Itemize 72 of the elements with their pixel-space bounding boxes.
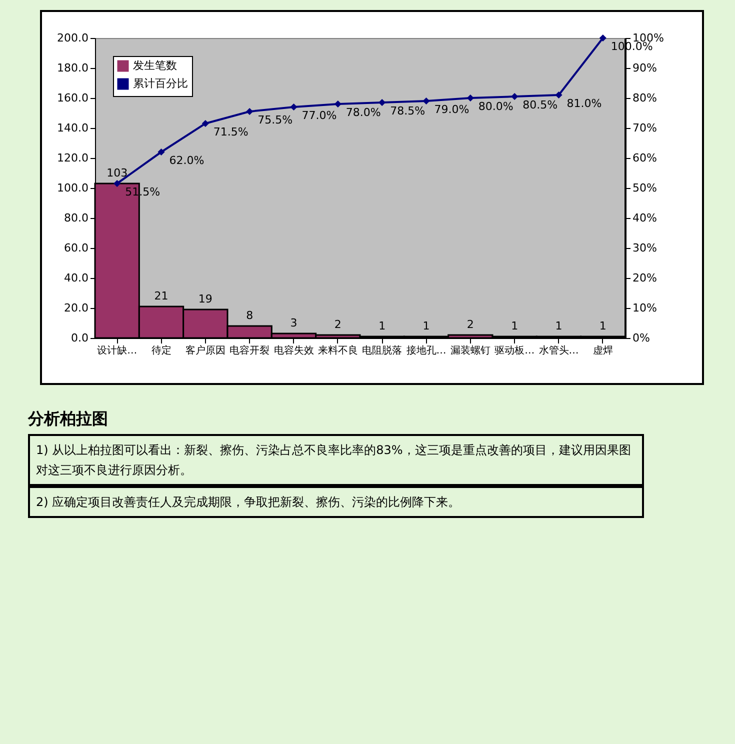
point — [422, 97, 430, 105]
data-label: 2 — [466, 318, 474, 331]
y-tick-label: 40.0 — [64, 272, 88, 284]
y-tick-label: 60.0 — [64, 242, 88, 254]
data-label: 103 — [106, 166, 128, 180]
y-tick-label: 180.0 — [57, 62, 88, 74]
y-tick-label: 20.0 — [64, 302, 88, 314]
data-label: 1 — [511, 320, 518, 332]
point — [290, 103, 298, 111]
text: 2) 应确定项目改善责任人及完成期限，争取把新裂、擦伤、污染的比例降下来。 — [28, 486, 644, 518]
data-label: 81.0% — [566, 97, 602, 110]
data-label: 1 — [422, 320, 430, 332]
data-label: 75.5% — [258, 114, 293, 126]
data-label: 79.0% — [434, 103, 470, 116]
y-tick-label: 0.0 — [71, 332, 88, 344]
data-label: 71.5% — [213, 126, 248, 138]
point — [511, 92, 518, 100]
data-label: 62.0% — [169, 154, 204, 167]
y2-tick-label: 0% — [632, 332, 650, 344]
y2-tick-label: 50% — [632, 182, 657, 194]
y-tick-label: 80.0 — [64, 212, 88, 224]
x-tick-label: 客户原因 — [185, 344, 226, 356]
y2-tick-label: 90% — [632, 62, 657, 74]
y2-tick-label: 70% — [632, 122, 657, 134]
text: 1) 从以上柏拉图可以看出：新裂、擦伤、污染占总不良率比率的83%，这三项是重点改善的项目，建议用因果图对这三项不良进行原因分析。 — [28, 434, 644, 486]
data-label: 78.5% — [390, 104, 426, 118]
data-label: 1 — [555, 320, 562, 332]
point — [202, 120, 209, 128]
y2-tick-label: 20% — [632, 272, 657, 284]
point — [246, 108, 254, 116]
data-label: 80.5% — [522, 98, 558, 112]
text: 分析柏拉图 — [28, 409, 109, 430]
point — [466, 94, 474, 102]
data-label: 78.0% — [346, 106, 381, 119]
data-label: 19 — [198, 292, 212, 306]
legend-label: 累计百分比 — [133, 77, 188, 90]
data-label: 8 — [246, 309, 254, 322]
data-label: 3 — [290, 316, 298, 330]
x-tick-label: 待定 — [151, 344, 172, 356]
point — [599, 34, 606, 42]
y-tick-label: 200.0 — [57, 32, 88, 44]
data-label: 2 — [334, 318, 342, 331]
point — [378, 98, 386, 106]
y2-tick-label: 30% — [632, 242, 657, 254]
x-tick-label: 虚焊 — [592, 344, 613, 356]
x-tick-label: 电容失效 — [274, 344, 314, 356]
data-label: 77.0% — [302, 109, 337, 122]
data-label: 1 — [599, 320, 606, 332]
x-tick-label: 设计缺… — [97, 344, 138, 356]
point — [334, 100, 342, 108]
point — [114, 180, 121, 188]
y2-tick-label: 60% — [632, 152, 657, 164]
y-tick-label: 160.0 — [57, 92, 88, 104]
data-label: 1 — [378, 320, 386, 332]
y-tick-label: 120.0 — [57, 152, 88, 164]
x-tick-label: 水管头… — [538, 344, 579, 356]
y2-tick-label: 40% — [632, 212, 657, 224]
y-tick-label: 100.0 — [57, 182, 88, 194]
y2-tick-label: 10% — [632, 302, 657, 314]
y-tick-label: 140.0 — [57, 122, 88, 134]
y2-tick-label: 80% — [632, 92, 657, 104]
x-tick-label: 漏装螺钉 — [450, 344, 490, 356]
point — [555, 91, 562, 99]
legend-label: 发生笔数 — [133, 59, 177, 72]
x-tick-label: 驱动板… — [494, 344, 535, 356]
point — [158, 148, 165, 156]
data-label: 80.0% — [478, 100, 514, 113]
x-tick-label: 接地孔… — [406, 344, 446, 356]
data-label: 21 — [154, 290, 168, 302]
x-tick-label: 电容开裂 — [230, 344, 270, 356]
x-tick-label: 电阻脱落 — [362, 344, 402, 356]
x-tick-label: 来料不良 — [318, 344, 358, 356]
